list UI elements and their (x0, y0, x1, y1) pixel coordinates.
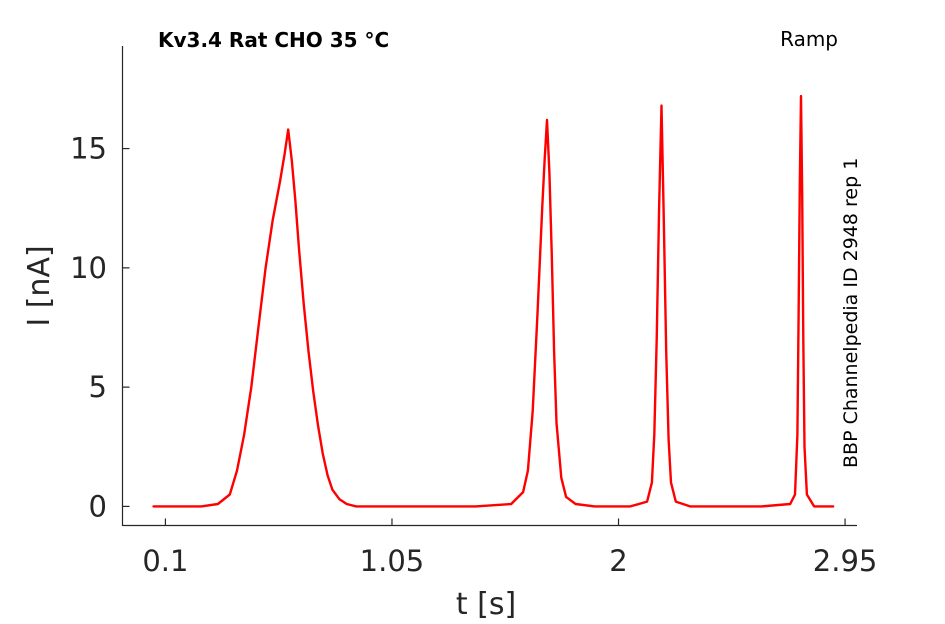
x-tick-label: 0.1 (142, 544, 188, 578)
x-tick-label: 1.05 (360, 544, 425, 578)
x-tick-label: 2.95 (813, 544, 878, 578)
chart-title: Kv3.4 Rat CHO 35 °C (158, 28, 389, 52)
x-axis-title: t [s] (456, 587, 516, 622)
side-label: BBP Channelpedia ID 2948 rep 1 (840, 158, 862, 468)
y-axis-ticks: 0 5 10 15 (70, 132, 130, 523)
y-axis-title: I [nA] (22, 245, 57, 326)
y-tick-label: 10 (70, 251, 107, 285)
x-tick-label: 2 (609, 544, 627, 578)
y-tick-label: 15 (70, 132, 107, 166)
y-tick-label: 5 (89, 370, 107, 404)
y-tick-label: 0 (89, 489, 107, 523)
traces (152, 94, 835, 508)
plot-area: 0.1 1.05 2 2.95 0 5 10 15 (70, 46, 877, 578)
current-trace-1 (152, 94, 835, 508)
protocol-label: Ramp (780, 27, 838, 51)
x-axis-ticks: 0.1 1.05 2 2.95 (142, 518, 878, 578)
